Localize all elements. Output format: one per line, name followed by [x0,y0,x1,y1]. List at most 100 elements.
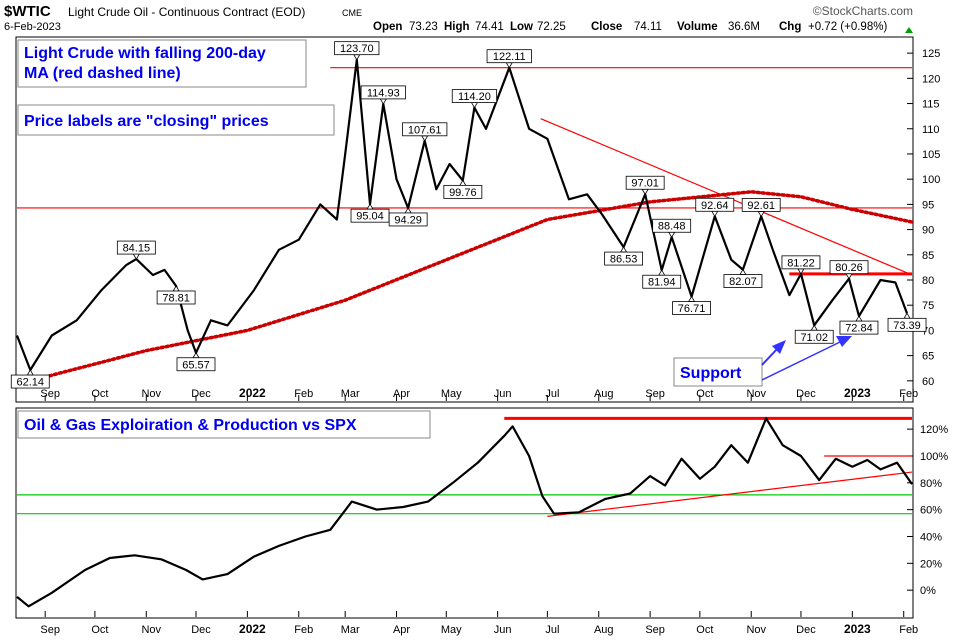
annotation-ma-line1: Light Crude with falling 200-day [24,45,266,62]
price-label: 81.94 [648,277,676,289]
price-label-box [723,274,763,288]
x-tick-label-lower: Feb [294,624,313,636]
y-tick-label-upper: 100 [922,174,940,186]
price-label: 84.15 [123,243,151,255]
price-label: 94.29 [394,214,422,226]
x-tick-label-lower: Oct [696,624,713,636]
x-tick-label-lower: Mar [341,624,360,636]
x-tick-label-upper: Dec [796,388,816,400]
price-label-box [887,317,927,332]
x-tick-label-upper: Nov [746,388,766,400]
trend-line [540,118,913,276]
price-label-box [156,290,196,305]
x-tick-label-lower: Apr [393,624,410,636]
price-label-box [672,301,711,315]
price-label-box [604,251,644,266]
annotation-box-ma: Light Crude with falling 200-day MA (red… [17,39,307,88]
price-label-box [781,255,821,270]
rising-trend-line [547,471,913,517]
low-value: 72.25 [537,21,566,33]
price-label-box [360,85,406,100]
y-tick-label-upper: 60 [922,376,934,388]
support-arrow-2-head [836,336,852,347]
open-label: Open [373,21,402,33]
low-label: Low [510,21,533,33]
price-label: 78.81 [162,292,190,304]
y-tick-label-upper: 105 [922,149,940,161]
annotation-support-text: Support [680,365,742,382]
close-value: 74.11 [634,21,662,33]
price-label-box [652,218,692,233]
price-label-box [334,41,380,56]
x-tick-label-upper: Nov [141,388,161,400]
price-label-box [10,374,50,389]
lower-reference-lines [17,416,913,517]
high-label: High [444,21,470,33]
x-tick-label-upper: Sep [645,388,665,400]
x-tick-label-upper: Feb [899,388,918,400]
x-tick-label-lower: Nov [746,624,766,636]
symbol-label: $WTIC [4,3,51,20]
volume-label: Volume [677,21,718,33]
y-tick-label-lower: 0% [920,585,936,597]
up-arrow-icon [905,27,913,33]
x-tick-label-upper: Jun [494,388,512,400]
annotation-box-prices-frame [17,104,335,136]
x-tick-label-lower: Dec [796,624,816,636]
x-tick-label-upper: Feb [294,388,313,400]
support-arrow-1 [761,347,779,366]
annotation-support: Support [673,336,852,387]
x-tick-label-lower: Nov [141,624,161,636]
x-tick-label-upper: May [441,388,462,400]
open-value: 73.23 [409,21,438,33]
price-label-box [443,184,483,199]
price-label: 65.57 [182,359,210,371]
price-label-box [486,49,532,64]
y-tick-label-lower: 100% [920,451,948,463]
price-label: 114.20 [458,91,491,103]
support-arrow-1-head [772,340,786,354]
y-tick-label-lower: 120% [920,424,948,436]
y-tick-label-upper: 115 [922,99,940,111]
lower-series [16,417,913,608]
x-tick-label-upper: Aug [594,388,614,400]
x-tick-label-lower: 2023 [844,622,871,636]
price-label: 97.01 [631,178,659,190]
y-tick-label-upper: 125 [922,48,940,60]
price-label: 88.48 [658,221,686,233]
ratio-line [16,417,913,608]
annotation-box-prices: Price labels are "closing" prices [17,104,335,136]
price-label-box [116,240,156,255]
annotation-box-ma-frame [17,39,307,88]
y-tick-label-upper: 85 [922,250,934,262]
annotation-support-frame [673,357,763,387]
y-tick-label-lower: 40% [920,531,942,543]
x-tick-label-upper: Apr [393,388,410,400]
y-tick-label-upper: 65 [922,351,934,363]
exchange-label: CME [342,8,362,18]
x-tick-label-lower: 2022 [239,622,266,636]
lower-panel [15,407,914,619]
y-tick-label-lower: 80% [920,478,942,490]
price-label-box [741,198,781,212]
price-label: 122.11 [493,51,526,63]
price-label-box [388,212,428,227]
x-tick-label-upper: 2023 [844,386,871,400]
y-tick-label-upper: 75 [922,300,934,312]
price-label-box [451,89,498,103]
price-label-box [794,329,834,344]
price-label: 82.07 [729,276,757,288]
price-label: 81.22 [787,257,815,269]
y-tick-label-upper: 80 [922,275,934,287]
x-tick-label-upper: Dec [191,388,211,400]
x-tick-label-upper: Sep [40,388,60,400]
price-label-box [625,175,665,190]
price-label: 80.26 [835,262,863,274]
price-label: 99.76 [449,187,477,199]
annotation-prices-text: Price labels are "closing" prices [24,113,269,130]
price-label: 72.84 [845,323,873,335]
volume-value: 36.6M [728,21,760,33]
price-label: 107.61 [408,124,442,136]
